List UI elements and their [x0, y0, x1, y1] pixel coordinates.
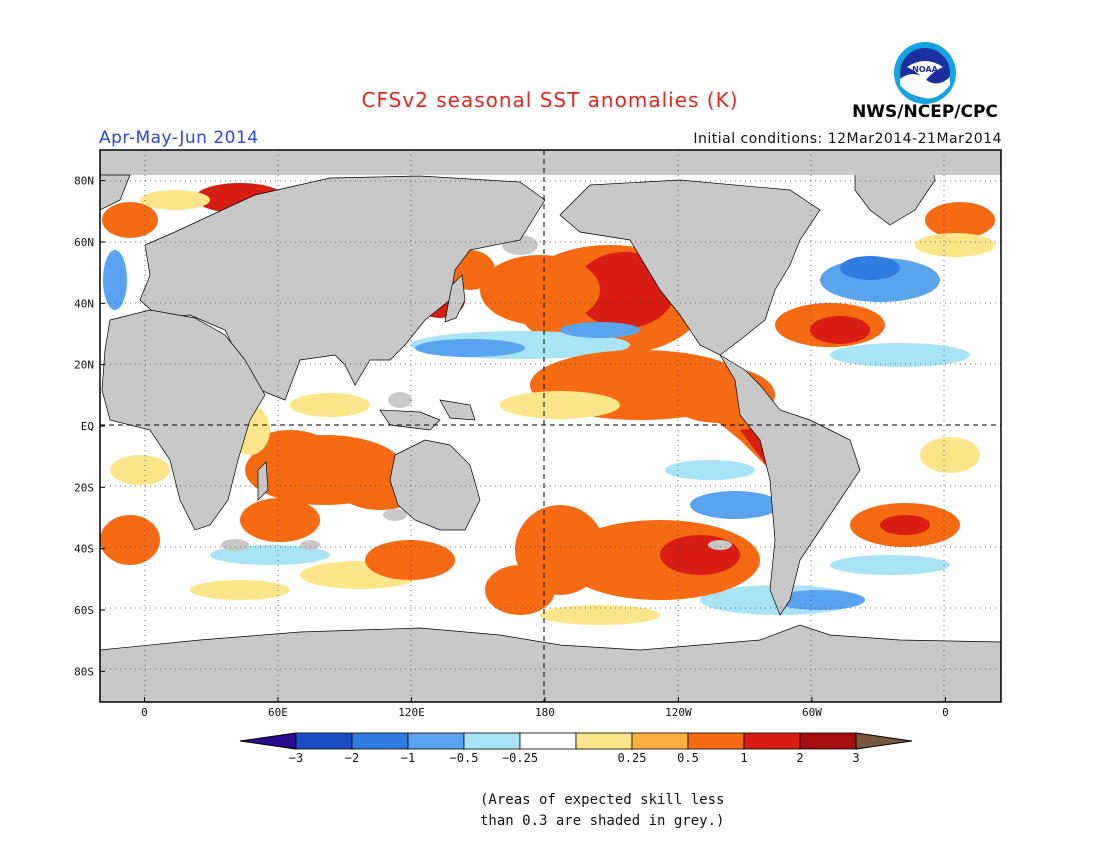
colorbar-label: 2: [796, 751, 803, 765]
lat-label: EQ: [81, 420, 94, 433]
colorbar-box: [351, 732, 409, 750]
colorbar-box: [799, 732, 857, 750]
reference-lines: [100, 150, 1001, 702]
lat-label: 40S: [74, 543, 94, 556]
colorbar-label: −1: [401, 751, 415, 765]
map-title: CFSv2 seasonal SST anomalies (K): [361, 88, 739, 112]
colorbar-box: [743, 732, 801, 750]
lat-label: 80N: [74, 175, 94, 188]
colorbar-label: −0.25: [502, 751, 538, 765]
lat-label: 40N: [74, 297, 94, 310]
lat-label: 20N: [74, 359, 94, 372]
colorbar-label: 0.5: [677, 751, 699, 765]
colorbar-box: [687, 732, 745, 750]
lat-ticks: 80N 60N 40N 20N EQ 20S 40S 60S 80S: [74, 175, 105, 678]
colorbar-label: 0.25: [618, 751, 647, 765]
lon-label: 120E: [398, 706, 425, 719]
colorbar-box: [519, 732, 577, 750]
lon-ticks: 0 60E 120E 180 120W 60W 0: [141, 697, 949, 719]
initial-conditions: Initial conditions: 12Mar2014-21Mar2014: [693, 131, 1002, 147]
colorbar-box: [295, 732, 353, 750]
colorbar-label: −0.5: [450, 751, 479, 765]
lat-label: 80S: [74, 665, 94, 678]
colorbar-label: −3: [289, 751, 303, 765]
colorbar-label: 1: [740, 751, 747, 765]
lon-label: 60E: [268, 706, 288, 719]
colorbar-low-arrow: [239, 732, 297, 750]
colorbar-box: [407, 732, 465, 750]
colorbar-label: −2: [345, 751, 359, 765]
lat-lon-grid: [100, 150, 1001, 702]
noaa-logo: NOAA: [894, 42, 956, 104]
agency-label: NWS/NCEP/CPC: [852, 102, 998, 122]
colorbar-box: [631, 732, 689, 750]
colorbar-box: [463, 732, 521, 750]
lon-label: 0: [942, 706, 949, 719]
lat-label: 20S: [74, 481, 94, 494]
land-masses: [100, 150, 1001, 702]
lon-label: 180: [535, 706, 555, 719]
colorbar-label: 3: [852, 751, 859, 765]
colorbar-high-arrow: [855, 732, 913, 750]
skill-note-line1: (Areas of expected skill less: [480, 792, 725, 808]
lon-label: 0: [141, 706, 148, 719]
svg-text:NOAA: NOAA: [912, 65, 938, 74]
skill-note-line2: than 0.3 are shaded in grey.): [480, 813, 725, 829]
lon-label: 60W: [802, 706, 822, 719]
season-label: Apr-May-Jun 2014: [99, 128, 259, 148]
lon-label: 120W: [665, 706, 692, 719]
lat-label: 60S: [74, 604, 94, 617]
lat-label: 60N: [74, 236, 94, 249]
colorbar-box: [575, 732, 633, 750]
